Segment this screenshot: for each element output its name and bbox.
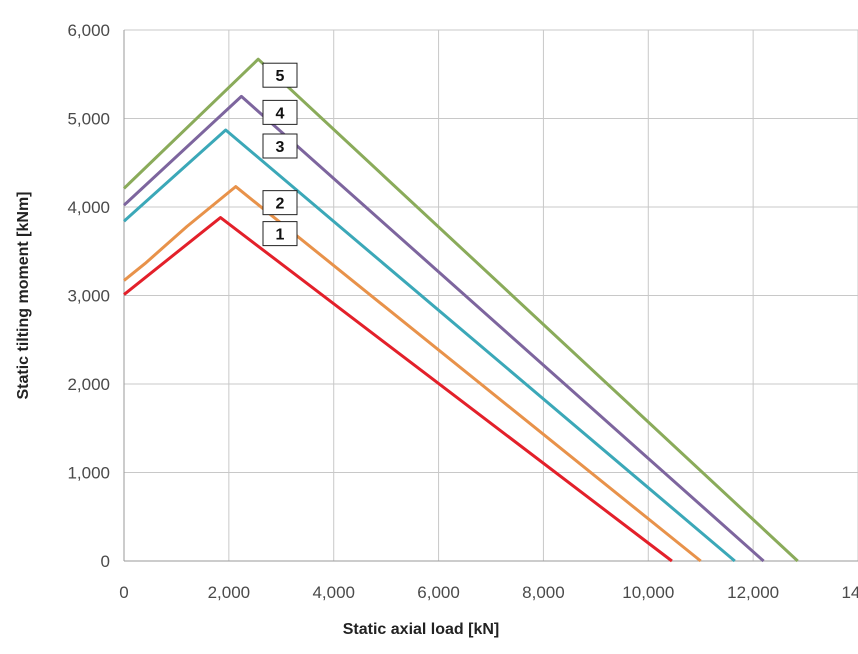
chart-grid bbox=[123, 29, 858, 562]
series-label-4: 4 bbox=[276, 105, 285, 122]
y-tick-label: 1,000 bbox=[67, 464, 110, 483]
series-line-1 bbox=[123, 216, 673, 563]
series-label-5: 5 bbox=[276, 68, 285, 85]
series-labels: 1 2 3 4 5 bbox=[262, 62, 298, 247]
series-label-2: 2 bbox=[276, 196, 285, 213]
x-tick-label: 10,000 bbox=[622, 583, 674, 602]
y-tick-label: 6,000 bbox=[67, 21, 110, 40]
x-tick-label: 6,000 bbox=[417, 583, 460, 602]
series-label-3: 3 bbox=[276, 139, 285, 156]
series-label-1: 1 bbox=[276, 227, 285, 244]
series-line-2 bbox=[123, 185, 702, 563]
y-axis-title: Static tilting moment [kNm] bbox=[15, 191, 32, 399]
x-tick-label: 14,0 bbox=[841, 583, 858, 602]
series-label-box-4 bbox=[262, 99, 298, 125]
x-tick-label: 0 bbox=[119, 583, 128, 602]
y-tick-label: 2,000 bbox=[67, 375, 110, 394]
x-tick-label: 8,000 bbox=[522, 583, 565, 602]
series-label-box-5 bbox=[262, 62, 298, 88]
y-tick-label: 0 bbox=[101, 552, 110, 571]
series-line-4 bbox=[122, 94, 765, 563]
x-axis-title: Static axial load [kN] bbox=[343, 621, 500, 638]
series-label-box-3 bbox=[262, 133, 298, 159]
y-tick-label: 5,000 bbox=[67, 110, 110, 129]
y-tick-label: 3,000 bbox=[67, 287, 110, 306]
series-line-3 bbox=[122, 128, 736, 563]
axis-ticks: 02,0004,0006,0008,00010,00012,00014,001,… bbox=[67, 21, 858, 602]
x-tick-label: 4,000 bbox=[312, 583, 355, 602]
series-label-box-1 bbox=[262, 221, 298, 247]
series-line-5 bbox=[122, 57, 799, 563]
y-tick-label: 4,000 bbox=[67, 198, 110, 217]
x-tick-label: 2,000 bbox=[208, 583, 251, 602]
series-label-box-2 bbox=[262, 190, 298, 216]
x-tick-label: 12,000 bbox=[727, 583, 779, 602]
chart-series bbox=[122, 57, 799, 563]
